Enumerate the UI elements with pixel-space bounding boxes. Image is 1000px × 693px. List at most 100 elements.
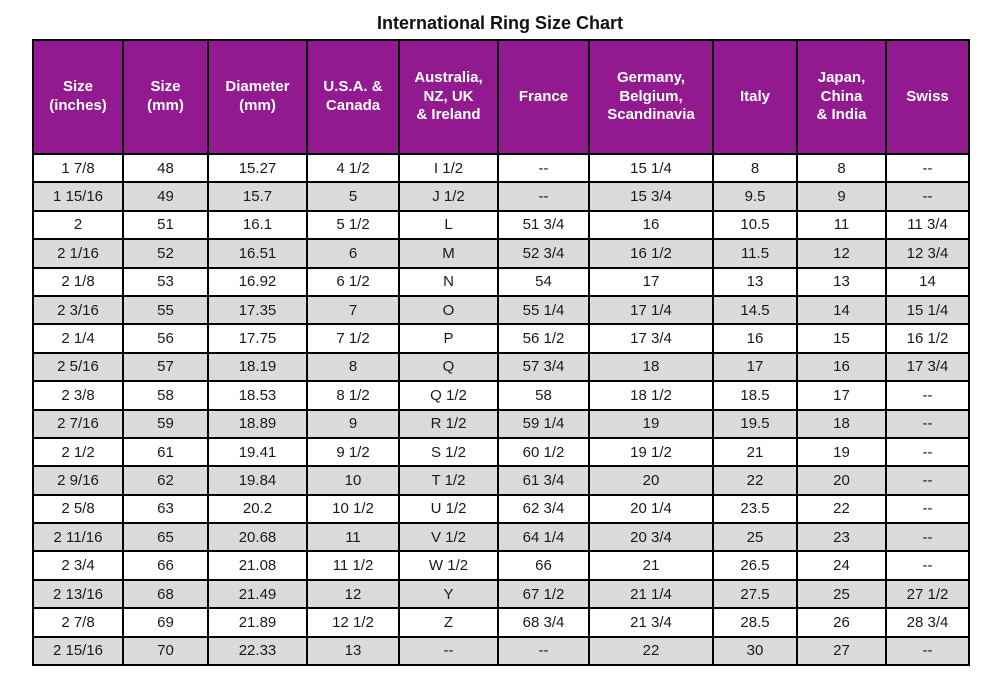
table-cell: 2 1/4 (32, 323, 124, 354)
table-row: 1 15/16 49 15.7 5 J 1/2 -- 15 3/4 9.5 9 -- (32, 181, 970, 212)
table-cell: 6 1/2 (306, 266, 400, 297)
table-cell: 16 (712, 323, 798, 354)
table-cell: -- (497, 635, 590, 667)
table-cell: 70 (122, 635, 209, 667)
table-cell: 16.1 (207, 209, 308, 241)
column-header: France (497, 39, 590, 155)
table-cell: 16 1/2 (588, 238, 714, 269)
table-cell: 5 (306, 181, 400, 212)
table-cell: 17 (712, 351, 798, 383)
table-body: 1 7/8 48 15.27 4 1/2 I 1/2 -- 15 1/4 8 8 -- 1 15/1… (32, 152, 970, 667)
table-row: 2 13/16 68 21.49 12 Y 67 1/2 21 1/4 27.5 25 27 1/… (32, 578, 970, 610)
table-cell: S 1/2 (398, 436, 499, 468)
table-cell: 18.19 (207, 351, 308, 383)
table-cell: 52 3/4 (497, 238, 590, 269)
table-cell: 9.5 (712, 181, 798, 212)
table-cell: 51 (122, 209, 209, 241)
table-cell: 12 (796, 238, 887, 269)
table-cell: 22.33 (207, 635, 308, 667)
table-cell: O (398, 294, 499, 326)
table-cell: 21.89 (207, 607, 308, 638)
table-cell: 51 3/4 (497, 209, 590, 241)
table-cell: 53 (122, 266, 209, 297)
table-row: 2 51 16.1 5 1/2 L 51 3/4 16 10.5 11 11 3/4 (32, 209, 970, 241)
table-cell: 14.5 (712, 294, 798, 326)
table-cell: Z (398, 607, 499, 638)
column-header: Swiss (885, 39, 970, 155)
table-row: 2 9/16 62 19.84 10 T 1/2 61 3/4 20 22 20 -- (32, 465, 970, 496)
table-cell: 27.5 (712, 578, 798, 610)
table-cell: 30 (712, 635, 798, 667)
table-cell: 18.5 (712, 380, 798, 411)
table-cell: 17 (588, 266, 714, 297)
table-cell: J 1/2 (398, 181, 499, 212)
table-row: 2 1/16 52 16.51 6 M 52 3/4 16 1/2 11.5 12 12 3/4 (32, 238, 970, 269)
table-header-row: Size (inches) Size (mm) Diameter (mm) U.S.A… (32, 39, 970, 155)
column-header: Japan, China & India (796, 39, 887, 155)
column-header: Germany, Belgium, Scandinavia (588, 39, 714, 155)
table-cell: 2 3/4 (32, 550, 124, 581)
table-cell: W 1/2 (398, 550, 499, 581)
table-row: 2 11/16 65 20.68 11 V 1/2 64 1/4 20 3/4 25 23 -- (32, 522, 970, 553)
table-cell: -- (398, 635, 499, 667)
table-cell: -- (885, 152, 970, 184)
table-cell: 2 13/16 (32, 578, 124, 610)
table-cell: 22 (588, 635, 714, 667)
table-cell: 12 (306, 578, 400, 610)
table-cell: 9 (796, 181, 887, 212)
table-cell: 21.49 (207, 578, 308, 610)
table-cell: 21 (588, 550, 714, 581)
table-cell: 17 (796, 380, 887, 411)
table-cell: 13 (712, 266, 798, 297)
table-cell: V 1/2 (398, 522, 499, 553)
table-cell: 18 1/2 (588, 380, 714, 411)
table-cell: 2 5/16 (32, 351, 124, 383)
table-cell: 55 1/4 (497, 294, 590, 326)
table-cell: 21 (712, 436, 798, 468)
table-cell: 52 (122, 238, 209, 269)
table-cell: 67 1/2 (497, 578, 590, 610)
table-cell: 15.7 (207, 181, 308, 212)
table-cell: -- (885, 550, 970, 581)
table-cell: 60 1/2 (497, 436, 590, 468)
table-cell: 19 1/2 (588, 436, 714, 468)
table-cell: -- (885, 408, 970, 439)
table-cell: T 1/2 (398, 465, 499, 496)
table-cell: 28 3/4 (885, 607, 970, 638)
table-cell: 13 (796, 266, 887, 297)
table-row: 2 5/8 63 20.2 10 1/2 U 1/2 62 3/4 20 1/4 23.5 22… (32, 493, 970, 525)
table-cell: 27 1/2 (885, 578, 970, 610)
table-cell: 7 (306, 294, 400, 326)
table-cell: 62 (122, 465, 209, 496)
table-cell: 26 (796, 607, 887, 638)
table-cell: 61 (122, 436, 209, 468)
table-cell: 69 (122, 607, 209, 638)
table-cell: 54 (497, 266, 590, 297)
table-cell: 16 1/2 (885, 323, 970, 354)
table-row: Size (inches) Size (mm) Diameter (mm) U.S.A… (32, 39, 970, 155)
table-cell: 11 (796, 209, 887, 241)
table-cell: 21 3/4 (588, 607, 714, 638)
table-cell: 17 3/4 (885, 351, 970, 383)
table-cell: -- (885, 493, 970, 525)
column-header: Size (inches) (32, 39, 124, 155)
table-cell: 5 1/2 (306, 209, 400, 241)
table-cell: 24 (796, 550, 887, 581)
column-header: Australia, NZ, UK & Ireland (398, 39, 499, 155)
table-cell: 28.5 (712, 607, 798, 638)
table-cell: 2 1/8 (32, 266, 124, 297)
table-cell: 23.5 (712, 493, 798, 525)
table-cell: 55 (122, 294, 209, 326)
table-row: 2 7/8 69 21.89 12 1/2 Z 68 3/4 21 3/4 28.5 26 28 … (32, 607, 970, 638)
table-cell: 19 (588, 408, 714, 439)
table-cell: 56 (122, 323, 209, 354)
table-cell: 12 3/4 (885, 238, 970, 269)
table-cell: 17 3/4 (588, 323, 714, 354)
table-cell: 2 (32, 209, 124, 241)
table-cell: 2 15/16 (32, 635, 124, 667)
table-row: 2 1/8 53 16.92 6 1/2 N 54 17 13 13 14 (32, 266, 970, 297)
table-cell: 20 1/4 (588, 493, 714, 525)
table-cell: 2 11/16 (32, 522, 124, 553)
table-cell: 2 7/8 (32, 607, 124, 638)
